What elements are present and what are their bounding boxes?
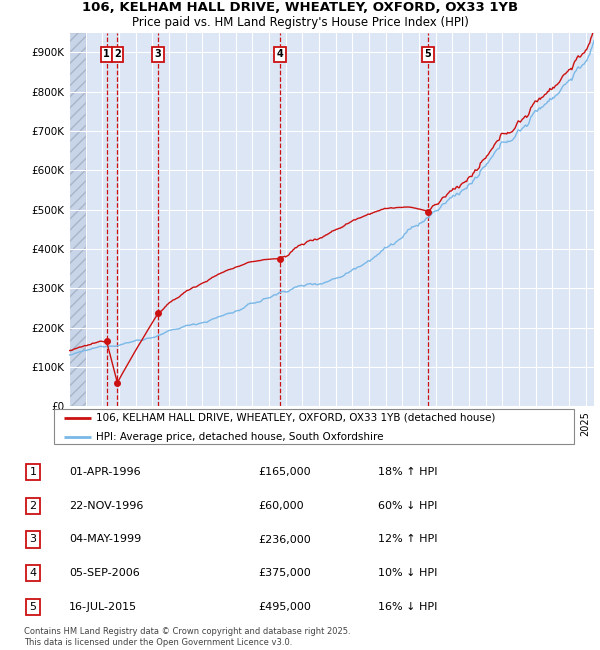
Text: 106, KELHAM HALL DRIVE, WHEATLEY, OXFORD, OX33 1YB (detached house): 106, KELHAM HALL DRIVE, WHEATLEY, OXFORD… [96,413,495,422]
Text: 22-NOV-1996: 22-NOV-1996 [69,500,143,511]
Text: 16% ↓ HPI: 16% ↓ HPI [378,602,437,612]
Bar [69,32,86,406]
Text: £495,000: £495,000 [258,602,311,612]
Text: £236,000: £236,000 [258,534,311,545]
FancyBboxPatch shape [53,409,574,444]
Text: 04-MAY-1999: 04-MAY-1999 [69,534,141,545]
Text: 05-SEP-2006: 05-SEP-2006 [69,568,140,578]
Text: £375,000: £375,000 [258,568,311,578]
Text: 3: 3 [155,49,161,59]
Text: 10% ↓ HPI: 10% ↓ HPI [378,568,437,578]
Text: HPI: Average price, detached house, South Oxfordshire: HPI: Average price, detached house, Sout… [96,432,383,442]
Text: 4: 4 [29,568,37,578]
Text: 106, KELHAM HALL DRIVE, WHEATLEY, OXFORD, OX33 1YB: 106, KELHAM HALL DRIVE, WHEATLEY, OXFORD… [82,1,518,14]
Bar [69,32,86,406]
Text: 1: 1 [103,49,110,59]
Text: 18% ↑ HPI: 18% ↑ HPI [378,467,437,477]
Text: 60% ↓ HPI: 60% ↓ HPI [378,500,437,511]
Text: 5: 5 [425,49,431,59]
Text: 4: 4 [277,49,284,59]
Text: £165,000: £165,000 [258,467,311,477]
Text: Contains HM Land Registry data © Crown copyright and database right 2025.
This d: Contains HM Land Registry data © Crown c… [24,627,350,647]
Text: 2: 2 [114,49,121,59]
Text: 16-JUL-2015: 16-JUL-2015 [69,602,137,612]
Text: Price paid vs. HM Land Registry's House Price Index (HPI): Price paid vs. HM Land Registry's House … [131,16,469,29]
Text: £60,000: £60,000 [258,500,304,511]
Text: 3: 3 [29,534,37,545]
Text: 5: 5 [29,602,37,612]
Text: 12% ↑ HPI: 12% ↑ HPI [378,534,437,545]
Text: 1: 1 [29,467,37,477]
Text: 01-APR-1996: 01-APR-1996 [69,467,140,477]
Text: 2: 2 [29,500,37,511]
